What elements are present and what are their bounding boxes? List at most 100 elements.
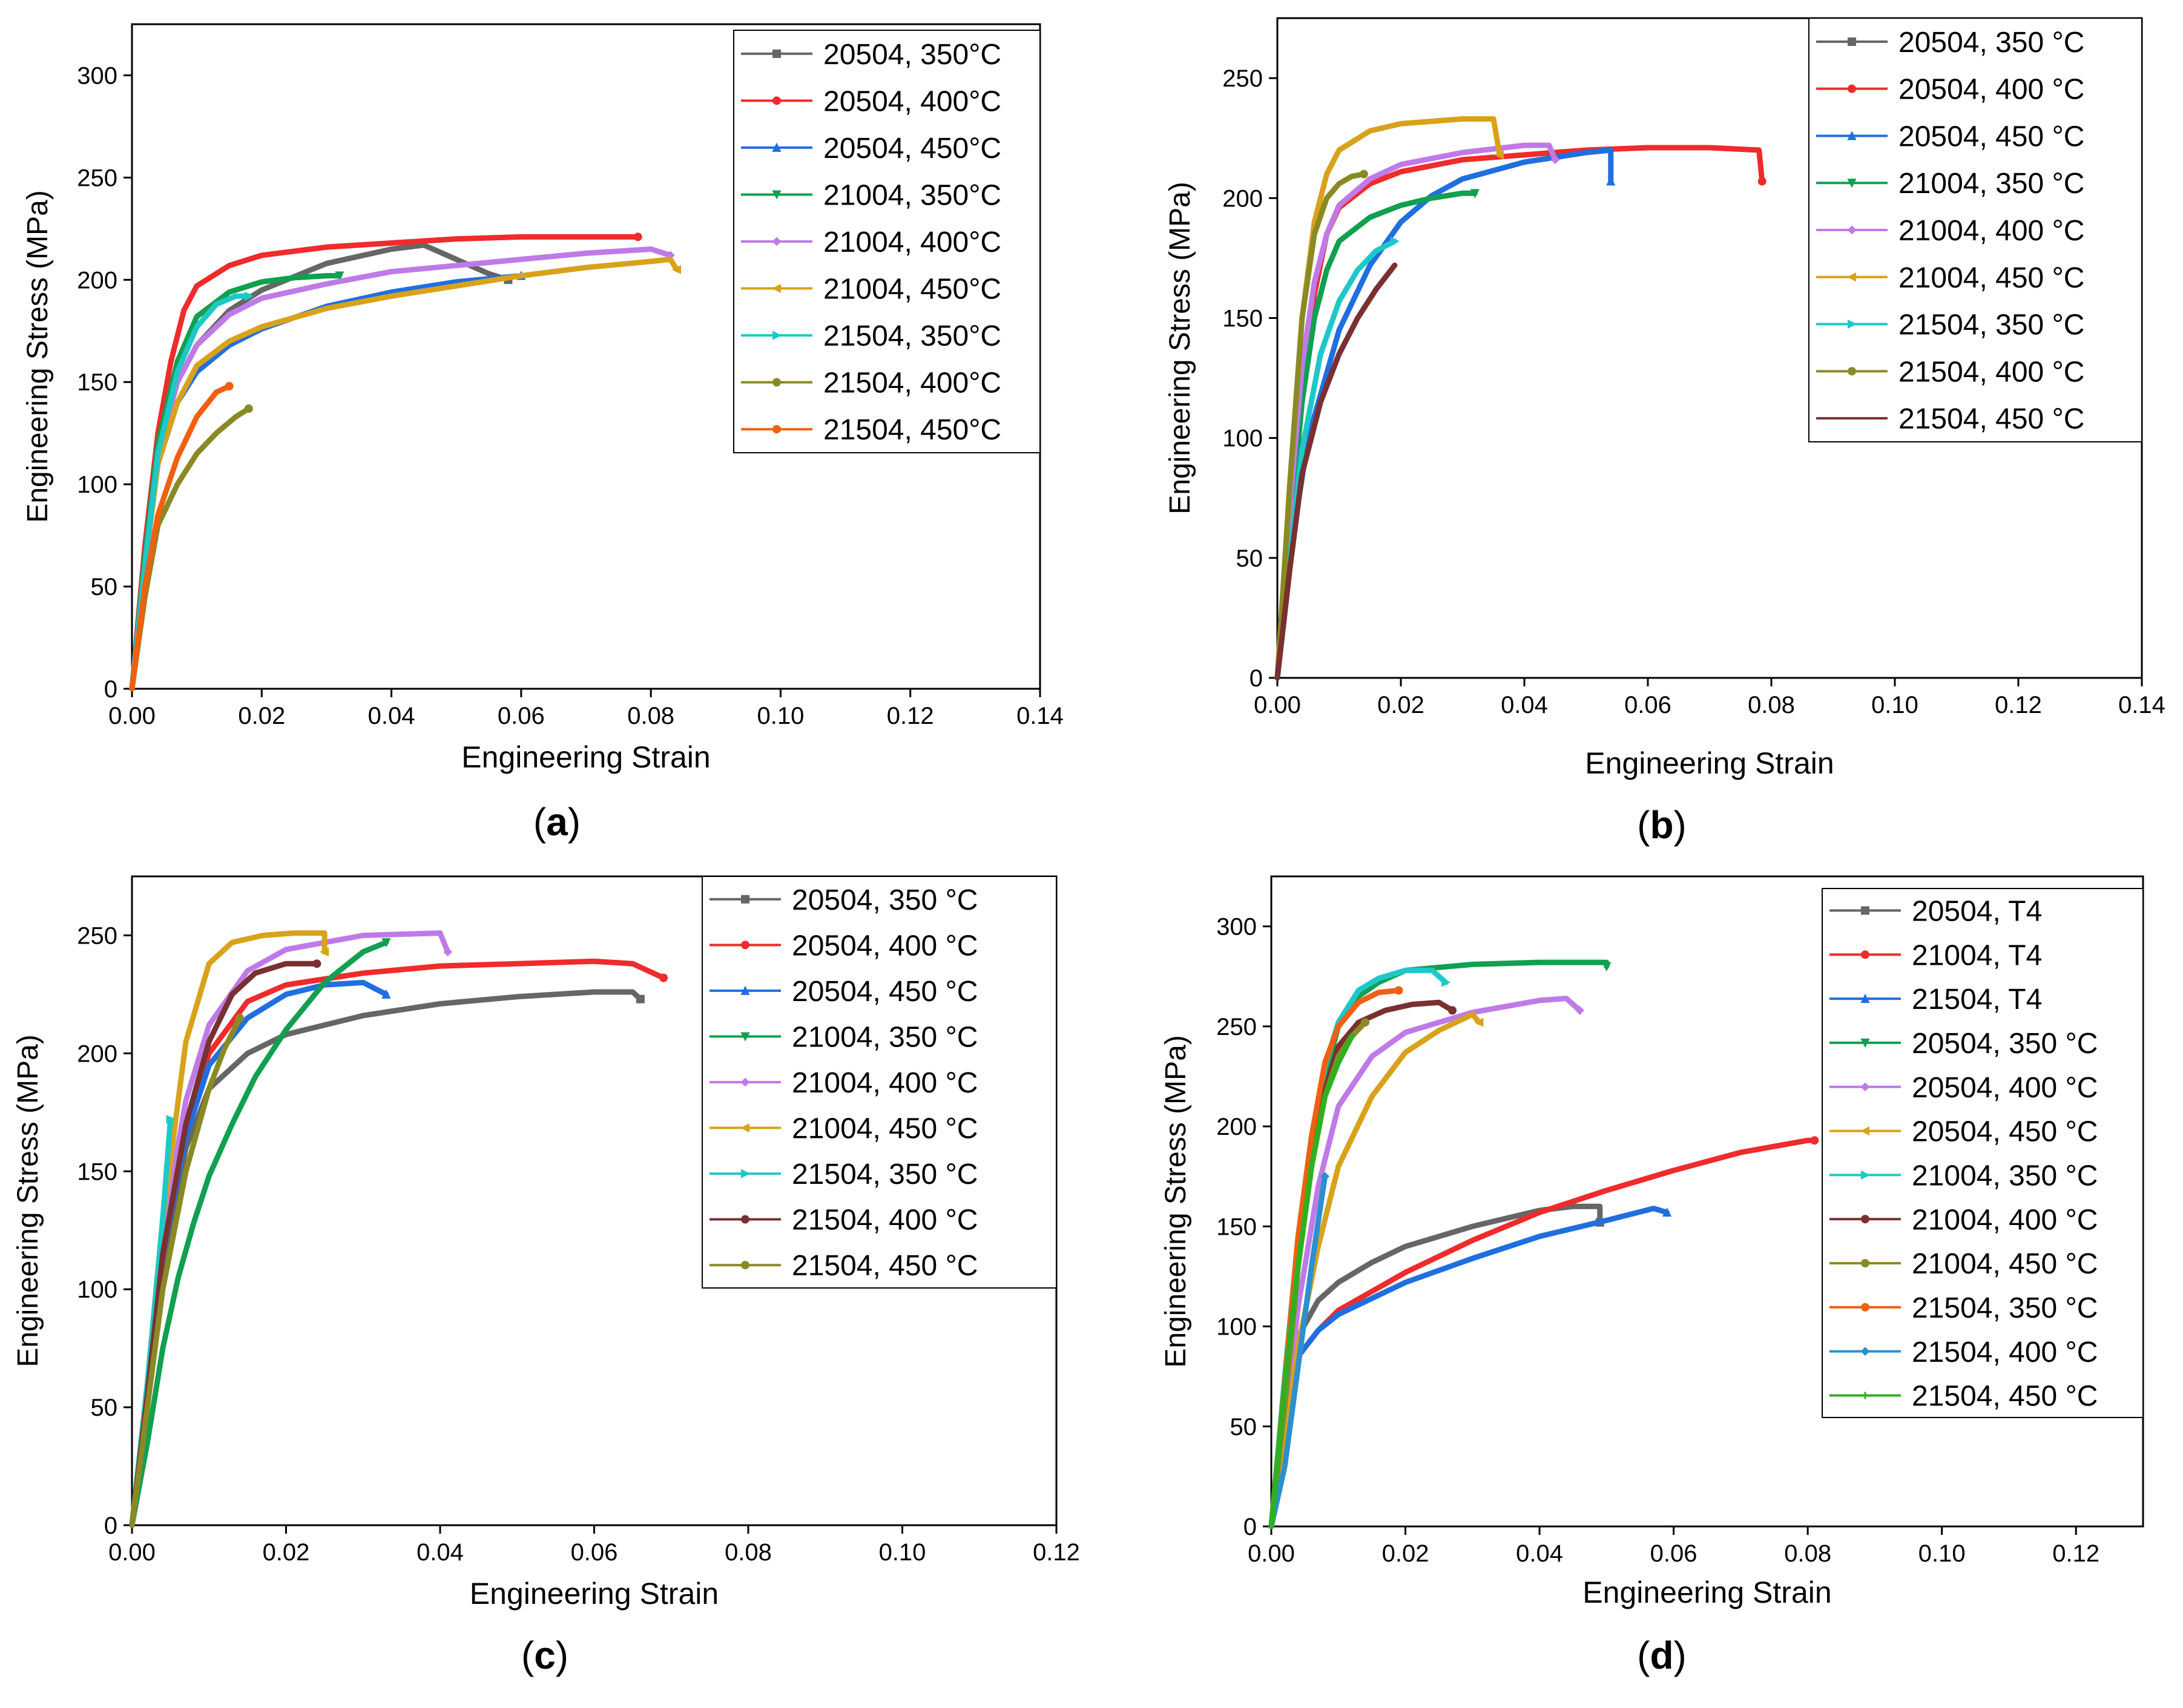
legend-entry: 21504, 400 °C [1898,356,2084,388]
legend-marker [1848,37,1856,46]
y-tick-label: 200 [77,1040,117,1067]
y-tick-label: 200 [77,267,117,294]
legend-marker [1861,1170,1871,1180]
series-end-marker [1359,169,1368,179]
series-line [1274,145,1765,681]
series-end-marker [1361,1018,1370,1027]
y-tick-label: 100 [77,471,117,498]
series-end-marker [1494,150,1504,160]
legend-marker [1848,367,1856,376]
series-end-marker [1550,155,1560,165]
legend-entry: 21504, 350°C [823,320,1001,352]
x-tick-label: 0.00 [1254,692,1301,718]
series-line [1268,1174,1328,1529]
legend-entry: 21504, 350 °C [792,1158,978,1191]
x-tick-label: 0.00 [108,703,156,729]
legend-entry: 20504, 350°C [823,39,1001,71]
x-tick-label: 0.04 [1516,1540,1563,1567]
x-tick-label: 0.04 [417,1539,464,1566]
x-tick-label: 0.02 [1382,1540,1429,1567]
series-line [129,234,641,692]
series-line [129,257,680,692]
legend-marker [740,1032,750,1042]
series-line [129,958,667,1528]
x-tick-label: 0.04 [1501,692,1548,718]
x-tick-label: 0.02 [263,1539,310,1566]
legend-entry: 21004, 450°C [823,274,1001,306]
legend-marker [1861,906,1869,915]
legend-entry: 20504, 400 °C [1912,1072,2098,1104]
legend-entry: 21504, 450 °C [792,1250,978,1282]
legend-marker [1846,272,1856,282]
panel-a: 0.00 0.02 0.04 0.06 0.08 0.10 0.12 0.14 0 50 100 15… [22,23,1064,844]
series-end-marker [312,959,321,968]
series-end-marker [1448,1006,1457,1015]
legend-entry: 20504, 450 °C [1912,1116,2098,1148]
x-tick-label: 0.06 [1650,1540,1697,1567]
y-axis-label: Engineering Stress (MPa) [22,190,54,523]
series-end-marker [636,994,645,1003]
legend-marker [772,378,781,387]
legend-marker [1848,319,1857,329]
panel-label: (c) [521,1634,568,1677]
series-end-marker [166,1114,176,1125]
series-line [1268,1206,1670,1529]
series-end-marker [1757,177,1766,186]
y-tick-label: 50 [1230,1414,1257,1440]
x-tick-label: 0.08 [627,703,674,729]
legend-marker [740,1077,750,1087]
legend-entry: 20504, 400°C [823,85,1001,117]
x-tick-label: 0.02 [1377,692,1424,718]
x-axis-label: Engineering Strain [1582,1575,1831,1609]
series-end-marker [1390,237,1400,246]
y-tick-label: 150 [77,1158,117,1185]
legend-marker [1860,1038,1870,1048]
x-tick-label: 0.12 [2052,1540,2099,1567]
y-tick-label: 150 [1222,305,1263,332]
y-axis-label: Engineering Stress (MPa) [1160,1035,1192,1368]
series-line [1268,1137,1817,1529]
legend-marker [741,895,749,904]
legend-marker [772,237,782,246]
x-tick-label: 0.12 [887,703,934,729]
legend-marker [741,941,749,950]
x-axis-label: Engineering Strain [461,740,710,774]
y-tick-label: 200 [1222,185,1263,212]
legend-entry: 20504, 450°C [823,133,1001,165]
series-line [1274,142,1558,681]
series-end-marker [381,989,391,999]
legend-entry: 20504, 450 °C [792,976,978,1008]
series-end-marker [1348,1033,1355,1040]
y-tick-label: 250 [1216,1014,1257,1040]
x-tick-label: 0.08 [1784,1540,1831,1567]
y-tick-label: 50 [1236,545,1263,572]
panel-label: (a) [533,800,581,844]
series-end-marker [335,271,344,281]
series-end-marker [1470,189,1480,199]
x-axis-label: Engineering Strain [1585,746,1834,780]
x-tick-label: 0.10 [1871,692,1918,718]
legend-marker [1847,179,1857,188]
y-tick-label: 200 [1216,1114,1257,1140]
series-end-marker [1320,1172,1330,1181]
panel-b: 0.00 0.02 0.04 0.06 0.08 0.10 0.12 0.14 0 50 100 15… [1164,17,2165,847]
y-tick-label: 250 [1222,65,1263,92]
y-tick-label: 0 [104,676,117,703]
legend-entry: 21504, 450°C [823,414,1001,446]
legend-entry: 21504, 450 °C [1898,403,2084,435]
legend-marker [772,425,781,434]
legend-entry: 20504, 350 °C [792,884,978,916]
legend-marker [771,283,781,294]
y-axis-label: Engineering Stress (MPa) [1164,182,1196,514]
series-end-marker [659,973,668,982]
legend-marker [1861,1302,1869,1312]
x-tick-label: 0.02 [238,703,285,729]
x-tick-label: 0.06 [571,1539,618,1566]
series-end-marker [671,264,681,275]
y-tick-label: 100 [77,1276,117,1303]
legend-marker [772,96,781,105]
legend-marker [1861,1259,1869,1268]
y-tick-label: 100 [1222,425,1263,452]
legend-box [1822,888,2144,1418]
legend-entry: 21004, 350 °C [792,1021,978,1053]
